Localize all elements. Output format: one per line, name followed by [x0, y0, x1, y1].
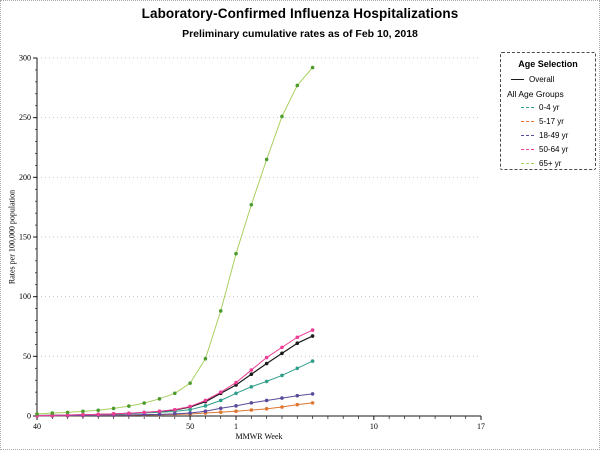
legend-item-label: 65+ yr — [539, 159, 562, 168]
svg-text:100: 100 — [19, 292, 31, 301]
chart-subtitle: Preliminary cumulative rates as of Feb 1… — [182, 28, 418, 40]
svg-text:250: 250 — [19, 113, 31, 122]
18-49-yr-line-swatch — [521, 135, 534, 137]
legend-item-label: Overall — [529, 75, 555, 84]
svg-text:0: 0 — [27, 412, 31, 421]
legend-item-50-64-yr[interactable]: 50-64 yr — [501, 143, 595, 157]
5-17-yr-line-swatch — [521, 121, 534, 123]
65-yr-line-swatch — [521, 163, 534, 165]
svg-text:17: 17 — [477, 422, 485, 431]
svg-text:50: 50 — [186, 422, 194, 431]
svg-text:150: 150 — [19, 233, 31, 242]
svg-text:200: 200 — [19, 173, 31, 182]
chart-title: Laboratory-Confirmed Influenza Hospitali… — [141, 6, 459, 21]
legend-item-18-49-yr[interactable]: 18-49 yr — [501, 129, 595, 143]
legend-item-label: 50-64 yr — [539, 145, 569, 154]
legend-title: Age Selection — [518, 59, 578, 69]
legend-item-label: 0-4 yr — [539, 103, 560, 112]
50-64-yr-line-swatch — [521, 149, 534, 151]
svg-text:1: 1 — [234, 422, 238, 431]
svg-text:300: 300 — [19, 54, 31, 63]
legend-age-group-list: 0-4 yr 5-17 yr 18-49 yr 50-64 yr 65+ yr — [501, 101, 595, 171]
legend-item-65-yr[interactable]: 65+ yr — [501, 157, 595, 171]
legend-item-label: 18-49 yr — [539, 131, 569, 140]
legend-item-overall[interactable]: Overall — [501, 73, 595, 87]
x-axis-title: MMWR Week — [235, 432, 283, 441]
age-selection-legend: Age Selection Overall All Age Groups 0-4… — [500, 52, 596, 170]
svg-text:10: 10 — [370, 422, 378, 431]
legend-overall-section: Overall — [501, 73, 595, 87]
legend-item-0-4-yr[interactable]: 0-4 yr — [501, 101, 595, 115]
overall-line-swatch — [511, 79, 524, 81]
svg-text:40: 40 — [33, 422, 41, 431]
0-4-yr-line-swatch — [521, 107, 534, 109]
legend-item-label: 5-17 yr — [539, 117, 564, 126]
legend-item-5-17-yr[interactable]: 5-17 yr — [501, 115, 595, 129]
svg-text:50: 50 — [23, 352, 31, 361]
legend-group-label: All Age Groups — [507, 89, 564, 99]
